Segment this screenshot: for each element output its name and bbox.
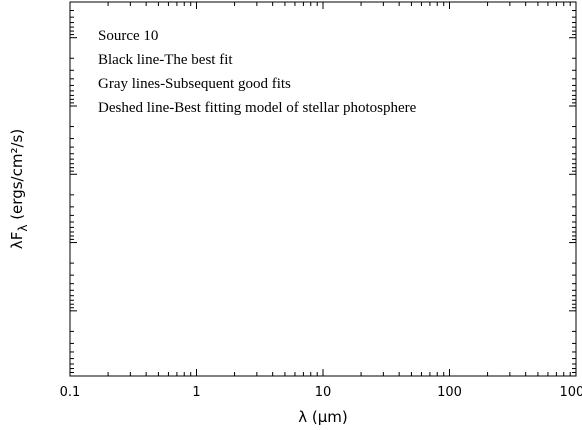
plot-area — [69, 1, 577, 377]
annotation-best-fit: Black line-The best fit — [98, 52, 233, 68]
annotation-good-fits: Gray lines-Subsequent good fits — [98, 76, 291, 92]
y-axis-label: λFλ (ergs/cm²/s) — [8, 129, 30, 249]
x-axis-label: λ (μm) — [298, 408, 348, 426]
x-tick-label: 10 — [315, 385, 332, 400]
x-tick-labels: 0.1 1 10 100 1000 — [60, 385, 582, 400]
annotation-source: Source 10 — [98, 28, 158, 44]
axis-ticks — [69, 1, 577, 376]
annotation-photosphere: Deshed line-Best fitting model of stella… — [98, 100, 417, 116]
x-tick-label: 1000 — [559, 385, 582, 400]
annotation-block: Source 10 Black line-The best fit Gray l… — [98, 28, 417, 116]
x-tick-label: 100 — [437, 385, 462, 400]
x-tick-label: 0.1 — [60, 385, 81, 400]
x-tick-label: 1 — [192, 385, 200, 400]
